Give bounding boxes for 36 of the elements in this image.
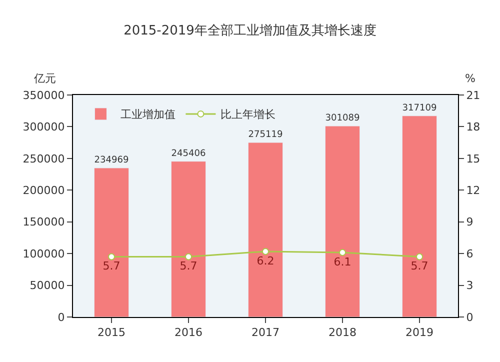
x-tick-label: 2016 [174, 326, 202, 340]
data-label: 275119 [248, 130, 284, 140]
chart-title: 2015-2019年全部工业增加值及其增长速度 [124, 22, 376, 38]
data-label: 6.1 [334, 256, 352, 269]
x-tick-label: 2018 [328, 326, 356, 340]
data-label: 5.7 [410, 260, 428, 273]
x-tick-label: 2019 [406, 326, 434, 340]
data-label: 6.2 [256, 254, 274, 268]
x-tick-label: 2017 [252, 326, 280, 340]
y2-tick-label: 21 [466, 88, 480, 102]
legend-label: 工业增加值 [120, 108, 176, 122]
y2-tick-label: 12 [466, 184, 480, 197]
y-tick-label: 200000 [22, 184, 65, 197]
y-tick-label: 250000 [22, 152, 65, 166]
data-label: 245406 [171, 148, 206, 159]
y2-tick-label: 9 [466, 216, 474, 229]
x-tick-label: 2015 [98, 326, 126, 340]
y2-tick-label: 3 [466, 279, 474, 292]
data-label: 317109 [402, 103, 438, 114]
y-tick-label: 100000 [22, 247, 65, 260]
y2-tick-label: 15 [466, 152, 480, 166]
y-tick-label: 0 [58, 310, 65, 324]
legend-label: 比上年增长 [220, 108, 276, 122]
y2-tick-label: 18 [466, 120, 480, 134]
y2-tick-label: 0 [466, 310, 474, 324]
data-label: 301089 [325, 114, 360, 124]
y-tick-label: 350000 [22, 88, 65, 102]
y-tick-label: 50000 [30, 279, 65, 292]
y2-axis-title: % [465, 72, 476, 85]
y-axis-title: 亿元 [33, 72, 56, 85]
data-label: 5.7 [180, 260, 198, 273]
y-tick-label: 150000 [22, 216, 65, 229]
y-tick-label: 300000 [22, 120, 65, 134]
y2-tick-label: 6 [466, 247, 474, 260]
data-label: 5.7 [102, 260, 120, 273]
data-label: 234969 [94, 155, 130, 166]
